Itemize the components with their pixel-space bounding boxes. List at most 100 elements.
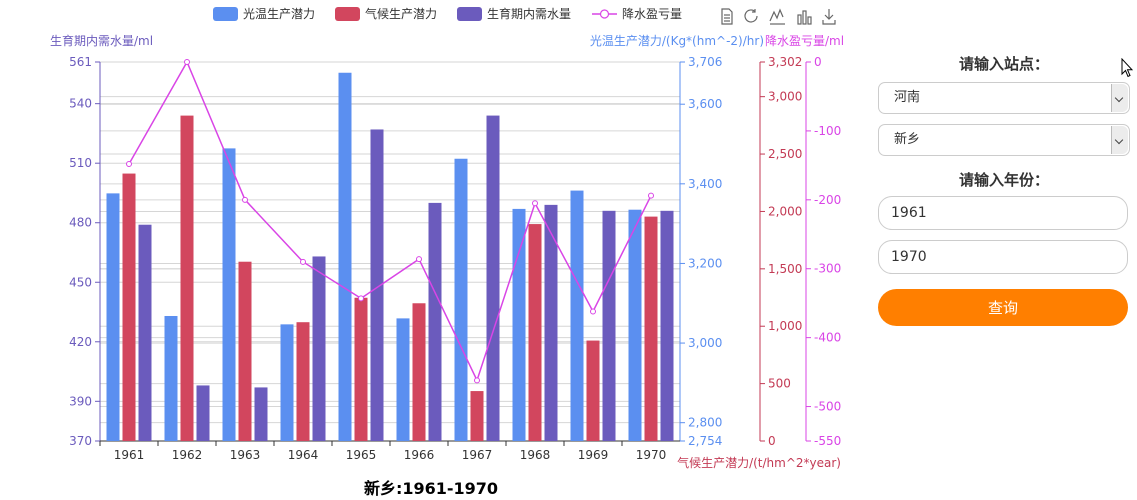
tick-label-deficit: -500 <box>814 400 841 414</box>
x-tick-label: 1968 <box>520 448 551 462</box>
bar-light-temp <box>628 209 642 441</box>
legend-label: 气候生产潜力 <box>365 6 437 21</box>
city-select[interactable]: 新乡 <box>878 124 1130 156</box>
axis-label-water-demand: 生育期内需水量/ml <box>50 33 153 48</box>
bar-water-demand <box>196 385 210 441</box>
tick-label-water-demand: 420 <box>69 335 92 349</box>
legend-label: 生育期内需水量 <box>487 6 571 21</box>
line-point <box>242 196 248 203</box>
tick-label-climate: 2,500 <box>768 147 802 161</box>
tick-label-water-demand: 390 <box>69 394 92 408</box>
bar-climate <box>470 391 484 441</box>
tick-label-light-temp: 3,400 <box>688 177 722 191</box>
x-tick-label: 1970 <box>636 448 667 462</box>
tick-label-climate: 1,500 <box>768 262 802 276</box>
year-label: 请输入年份： <box>958 171 1049 189</box>
tick-label-water-demand: 480 <box>69 216 92 230</box>
tick-label-climate: 500 <box>768 377 791 391</box>
start-year-input[interactable] <box>878 196 1128 230</box>
end-year-input[interactable] <box>878 240 1128 274</box>
bar-light-temp <box>164 315 178 441</box>
data-view-icon[interactable] <box>721 8 733 25</box>
axis-label-climate: 气候生产潜力/(t/hm^2*year) <box>677 455 841 470</box>
city-select-value: 新乡 <box>894 132 921 147</box>
tick-label-deficit: 0 <box>814 55 822 69</box>
bar-climate <box>644 216 658 441</box>
bar-water-demand <box>428 202 442 441</box>
bar-light-temp <box>570 190 584 441</box>
bar-light-temp <box>454 158 468 441</box>
bar-climate <box>122 173 136 441</box>
tick-label-climate: 3,000 <box>768 90 802 104</box>
axis-label-deficit: 降水盈亏量/ml <box>765 34 844 48</box>
line-switch-icon[interactable] <box>769 8 785 25</box>
x-tick-label: 1961 <box>114 448 145 462</box>
bar-water-demand <box>370 129 384 441</box>
line-point <box>184 59 190 65</box>
axis-label-light-temp: 光温生产潜力/(Kg*(hm^-2)/hr) <box>590 34 764 48</box>
station-label: 请输入站点： <box>958 55 1049 73</box>
tick-label-water-demand: 370 <box>69 434 92 448</box>
tick-label-climate: 2,000 <box>768 204 802 218</box>
bar-climate <box>238 261 252 441</box>
bar-climate <box>412 303 426 441</box>
bar-light-temp <box>512 208 526 441</box>
line-point <box>300 258 306 265</box>
province-select[interactable]: 河南 <box>878 82 1130 114</box>
tick-label-climate: 0 <box>768 434 776 448</box>
line-point <box>416 256 422 263</box>
bar-water-demand <box>138 224 152 441</box>
bar-water-demand <box>486 115 500 441</box>
restore-icon[interactable] <box>744 9 758 23</box>
tick-label-light-temp: 3,600 <box>688 97 722 111</box>
tick-label-light-temp: 2,800 <box>688 416 722 430</box>
bar-light-temp <box>106 193 120 441</box>
bar-water-demand <box>312 256 326 441</box>
tick-label-light-temp: 3,000 <box>688 336 722 350</box>
x-tick-label: 1965 <box>346 448 377 462</box>
line-point <box>358 295 364 302</box>
bar-water-demand <box>602 210 616 441</box>
query-button[interactable]: 查询 <box>878 289 1128 326</box>
legend-swatch <box>599 9 610 19</box>
bar-climate <box>180 115 194 442</box>
tick-label-water-demand: 540 <box>69 97 92 111</box>
bar-light-temp <box>280 324 294 441</box>
tick-label-deficit: -300 <box>814 262 841 276</box>
province-select-value: 河南 <box>894 90 921 105</box>
tick-label-water-demand: 510 <box>69 156 92 170</box>
x-tick-label: 1969 <box>578 448 609 462</box>
x-tick-label: 1966 <box>404 448 435 462</box>
tick-label-light-temp: 3,200 <box>688 256 722 270</box>
bar-switch-icon[interactable] <box>797 10 812 25</box>
legend-swatch <box>213 7 238 21</box>
x-tick-label: 1962 <box>172 448 203 462</box>
mouse-cursor-icon <box>1121 58 1133 78</box>
bar-light-temp <box>396 318 410 441</box>
tick-label-water-demand: 450 <box>69 275 92 289</box>
legend-swatch <box>335 7 360 21</box>
tick-label-light-temp: 3,706 <box>688 55 722 69</box>
tick-label-deficit: -400 <box>814 331 841 345</box>
line-point <box>532 200 538 207</box>
tick-label-water-demand: 561 <box>69 55 92 69</box>
bar-water-demand <box>254 387 268 441</box>
tick-label-light-temp: 2,754 <box>688 434 722 448</box>
chevron-down-icon[interactable] <box>1111 84 1128 112</box>
line-point <box>474 377 480 384</box>
tick-label-climate: 1,000 <box>768 319 802 333</box>
chart-title: 新乡:1961-1970 <box>364 479 498 498</box>
line-point <box>126 160 132 167</box>
tick-label-deficit: -550 <box>814 434 841 448</box>
bar-water-demand <box>660 210 674 441</box>
bar-climate <box>528 224 542 441</box>
tick-label-climate: 3,302 <box>768 55 802 69</box>
line-point <box>648 192 654 199</box>
x-tick-label: 1964 <box>288 448 319 462</box>
bar-climate <box>354 297 368 441</box>
x-tick-label: 1967 <box>462 448 493 462</box>
legend-label: 光温生产潜力 <box>243 7 315 21</box>
legend-swatch <box>457 7 482 21</box>
download-icon[interactable] <box>822 9 836 25</box>
chevron-down-icon[interactable] <box>1111 126 1128 154</box>
